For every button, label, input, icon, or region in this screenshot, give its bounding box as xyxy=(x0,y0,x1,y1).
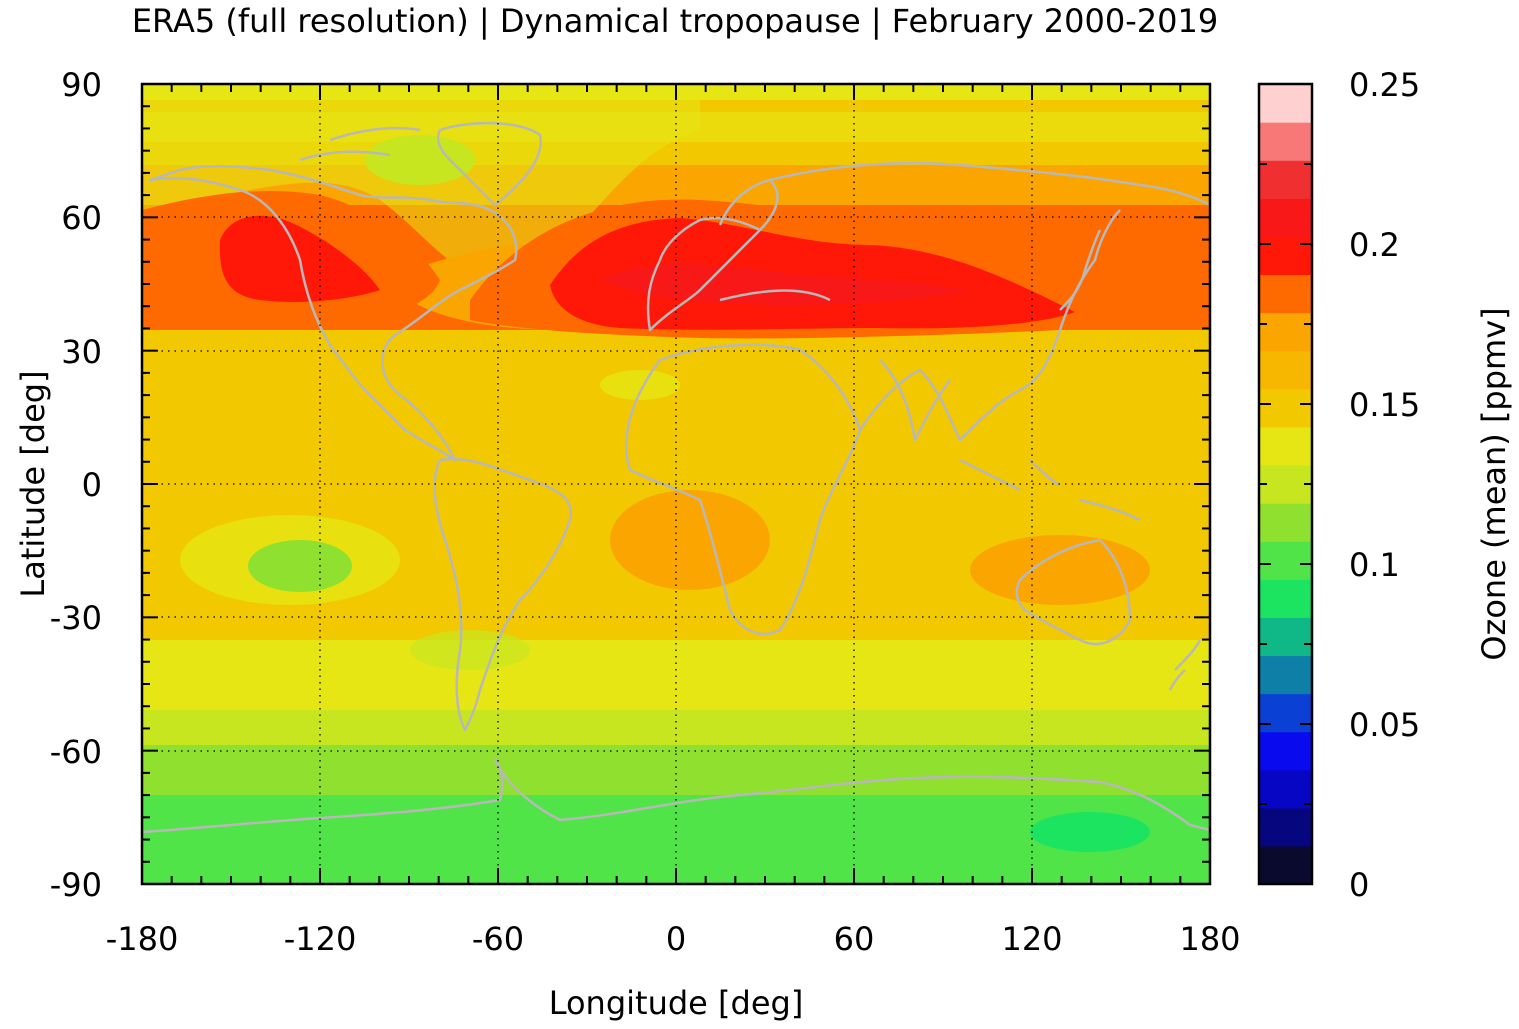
colorbar-bin xyxy=(1259,426,1312,466)
colorbar-bin xyxy=(1259,807,1312,847)
colorbar-bin xyxy=(1259,541,1312,580)
x-tick-label: 180 xyxy=(1179,920,1240,958)
y-tick-labels: 90 60 30 0 -30 -60 -90 xyxy=(50,66,102,904)
colorbar-bin xyxy=(1259,693,1312,733)
y-tick-label: 30 xyxy=(61,333,102,371)
coast-south-america xyxy=(433,457,573,732)
x-tick-label: 0 xyxy=(666,920,686,958)
colorbar-bin xyxy=(1259,122,1312,161)
x-tick-label: -120 xyxy=(284,920,357,958)
x-tick-label: -180 xyxy=(106,920,179,958)
coast-north-america xyxy=(148,165,518,462)
y-tick-label: 60 xyxy=(61,199,102,237)
x-tick-label: 60 xyxy=(834,920,875,958)
colorbar-bin xyxy=(1259,350,1312,390)
coast-africa xyxy=(625,343,862,636)
colorbar-bin xyxy=(1259,617,1312,657)
colorbar-bin xyxy=(1259,84,1312,123)
colorbar-bin xyxy=(1259,274,1312,314)
region-antarctic-min xyxy=(1030,812,1150,852)
coast-greenland xyxy=(436,121,542,207)
colorbar-bin xyxy=(1259,655,1312,695)
colorbar-bin xyxy=(1259,503,1312,542)
region-india-yellow xyxy=(600,370,680,400)
colorbar-bin xyxy=(1259,731,1312,771)
colorbar-tick-label: 0.25 xyxy=(1349,66,1420,104)
coast-australia xyxy=(1015,538,1132,646)
grid xyxy=(142,84,1210,884)
colorbar-bin xyxy=(1259,312,1312,352)
colorbar-tick-label: 0 xyxy=(1349,866,1369,904)
colorbar-bin xyxy=(1259,579,1312,618)
colorbar-bin xyxy=(1259,464,1312,504)
colorbar-frame xyxy=(1257,82,1314,886)
x-tick-label: -60 xyxy=(472,920,524,958)
x-tick-label: 120 xyxy=(1001,920,1062,958)
y-tick-label: -30 xyxy=(50,599,102,637)
x-tick-labels: -180 -120 -60 0 60 120 180 xyxy=(106,920,1241,958)
colorbar-bin xyxy=(1259,845,1312,885)
region-south-atlantic-yellow xyxy=(410,630,530,670)
colorbar-tick-label: 0.1 xyxy=(1349,546,1400,584)
colorbar-bin xyxy=(1259,198,1312,237)
region-tropical-indian-orange xyxy=(970,535,1150,605)
coast-maritime-continent xyxy=(959,458,1141,522)
colorbar-tick-label: 0.2 xyxy=(1349,226,1400,264)
colorbar-bins xyxy=(1259,84,1312,885)
band-polar-south-1 xyxy=(142,745,1210,800)
region-eurasian-jet-red xyxy=(550,218,1075,330)
colorbar-tick-labels: 0 0.05 0.1 0.15 0.2 0.25 xyxy=(1349,66,1420,904)
colorbar: 0 0.05 0.1 0.15 0.2 0.25 Ozone (mean) [p… xyxy=(1257,66,1513,904)
chart-title: ERA5 (full resolution) | Dynamical tropo… xyxy=(132,2,1218,40)
plot-frame xyxy=(140,82,1212,886)
y-tick-label: -60 xyxy=(50,733,102,771)
x-axis-label: Longitude [deg] xyxy=(549,984,804,1022)
coast-antarctica xyxy=(142,758,1210,834)
region-greenland-green xyxy=(365,135,475,185)
region-south-pacific-green xyxy=(248,540,352,592)
y-tick-label: 90 xyxy=(61,66,102,104)
colorbar-bin xyxy=(1259,388,1312,428)
colorbar-bin xyxy=(1259,236,1312,276)
coast-japan xyxy=(1059,229,1102,311)
colorbar-bin xyxy=(1259,160,1312,199)
colorbar-tick-label: 0.15 xyxy=(1349,386,1420,424)
colorbar-bin xyxy=(1259,769,1312,809)
y-axis-label: Latitude [deg] xyxy=(14,370,52,597)
region-tropical-atlantic-orange xyxy=(610,490,770,590)
coast-india xyxy=(879,359,952,442)
coastlines xyxy=(142,121,1210,834)
coast-eurasia xyxy=(769,161,1210,442)
y-tick-label: -90 xyxy=(50,866,102,904)
y-tick-label: 0 xyxy=(82,466,102,504)
coast-arctic-islands xyxy=(299,126,421,162)
colorbar-tick-label: 0.05 xyxy=(1349,706,1420,744)
colorbar-label: Ozone (mean) [ppmv] xyxy=(1475,307,1513,660)
band-midlat-south xyxy=(142,640,1210,715)
coast-europe xyxy=(646,216,831,332)
coast-new-zealand xyxy=(1168,639,1202,691)
